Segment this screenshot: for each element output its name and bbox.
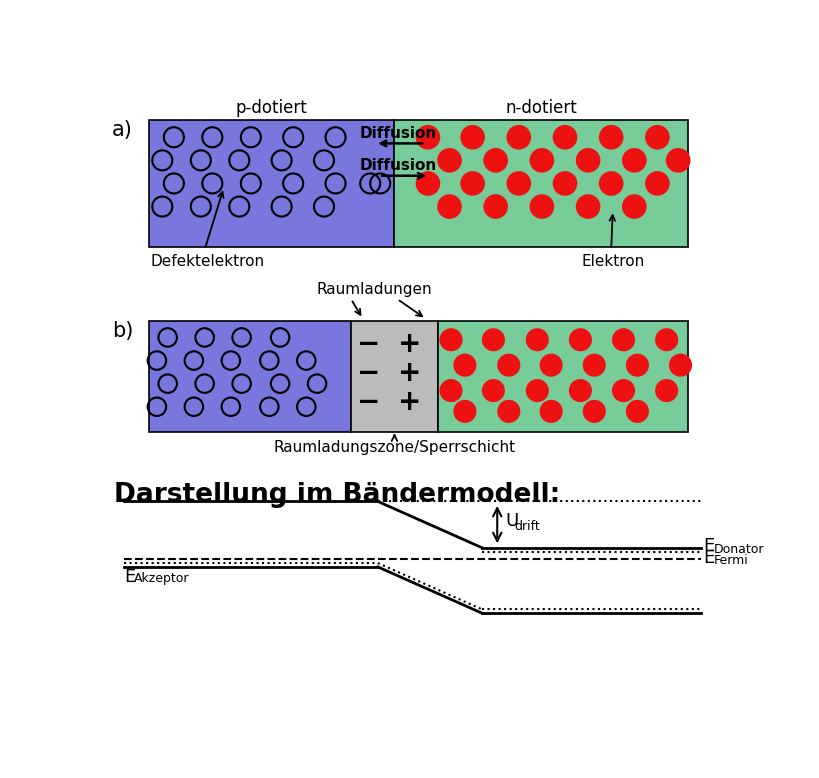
Text: drift: drift — [514, 520, 539, 533]
Text: Diffusion: Diffusion — [360, 126, 437, 141]
Circle shape — [582, 354, 605, 377]
Text: Elektron: Elektron — [581, 254, 645, 268]
Text: −: − — [357, 359, 380, 387]
Circle shape — [668, 354, 691, 377]
Circle shape — [437, 194, 461, 219]
Circle shape — [654, 379, 677, 402]
Text: −: − — [357, 330, 380, 358]
Circle shape — [622, 194, 646, 219]
Circle shape — [496, 400, 520, 423]
Circle shape — [496, 354, 520, 377]
Circle shape — [437, 148, 461, 173]
Circle shape — [552, 171, 577, 196]
Circle shape — [482, 379, 505, 402]
Text: U: U — [505, 513, 518, 531]
Circle shape — [645, 171, 669, 196]
Bar — [437, 321, 687, 432]
Circle shape — [611, 379, 634, 402]
Circle shape — [506, 171, 531, 196]
Circle shape — [665, 148, 690, 173]
Circle shape — [539, 354, 562, 377]
Circle shape — [529, 148, 554, 173]
Circle shape — [625, 400, 648, 423]
Text: E: E — [703, 548, 714, 566]
Bar — [351, 321, 437, 432]
Text: n-dotiert: n-dotiert — [505, 100, 577, 117]
Text: +: + — [397, 359, 420, 387]
Bar — [394, 121, 687, 247]
Text: Raumladungen: Raumladungen — [316, 282, 432, 297]
Circle shape — [645, 125, 669, 149]
Circle shape — [622, 148, 646, 173]
Circle shape — [598, 125, 622, 149]
Circle shape — [483, 194, 508, 219]
Circle shape — [568, 328, 591, 352]
Circle shape — [525, 379, 548, 402]
Circle shape — [611, 328, 634, 352]
Circle shape — [482, 328, 505, 352]
Circle shape — [453, 354, 476, 377]
Circle shape — [568, 379, 591, 402]
Text: Fermi: Fermi — [713, 554, 748, 567]
Circle shape — [625, 354, 648, 377]
Circle shape — [552, 125, 577, 149]
Circle shape — [453, 400, 476, 423]
Text: E: E — [703, 537, 714, 555]
Text: p-dotiert: p-dotiert — [236, 100, 307, 117]
Text: Donator: Donator — [713, 543, 763, 555]
Text: Defektelektron: Defektelektron — [151, 254, 265, 268]
Circle shape — [483, 148, 508, 173]
Text: Diffusion: Diffusion — [360, 159, 437, 173]
Circle shape — [582, 400, 605, 423]
Text: Akzeptor: Akzeptor — [133, 572, 189, 584]
Text: Darstellung im Bändermodell:: Darstellung im Bändermodell: — [114, 482, 559, 508]
Text: b): b) — [112, 321, 133, 341]
Bar — [149, 121, 394, 247]
Circle shape — [654, 328, 677, 352]
Circle shape — [459, 171, 484, 196]
Circle shape — [598, 171, 622, 196]
Circle shape — [539, 400, 562, 423]
Circle shape — [575, 194, 600, 219]
Text: a): a) — [112, 121, 133, 140]
Circle shape — [506, 125, 531, 149]
Circle shape — [459, 125, 484, 149]
Circle shape — [415, 125, 440, 149]
Circle shape — [415, 171, 440, 196]
Text: +: + — [397, 330, 420, 358]
Text: Raumladungszone/Sperrschicht: Raumladungszone/Sperrschicht — [273, 440, 515, 455]
Circle shape — [529, 194, 554, 219]
Circle shape — [439, 328, 462, 352]
Text: E: E — [124, 569, 135, 587]
Text: −: − — [357, 388, 380, 416]
Bar — [149, 321, 351, 432]
Circle shape — [525, 328, 548, 352]
Circle shape — [439, 379, 462, 402]
Circle shape — [575, 148, 600, 173]
Text: +: + — [397, 388, 420, 416]
